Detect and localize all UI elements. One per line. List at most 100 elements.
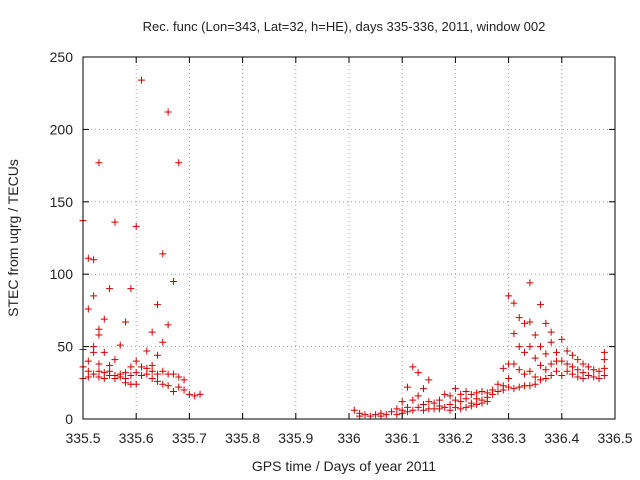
data-point (175, 383, 183, 391)
data-point (505, 292, 513, 300)
data-point (579, 360, 587, 368)
data-point (568, 351, 576, 359)
data-point (132, 380, 140, 388)
data-point (148, 374, 156, 382)
data-point (388, 408, 396, 416)
data-point (542, 319, 550, 327)
data-point (84, 357, 92, 365)
data-point (159, 367, 167, 375)
data-point (419, 385, 427, 393)
data-point (435, 405, 443, 413)
data-point (451, 396, 459, 404)
data-point (542, 350, 550, 358)
data-point (127, 372, 135, 380)
data-point (441, 390, 449, 398)
data-point (409, 396, 417, 404)
data-point (584, 363, 592, 371)
data-point (84, 305, 92, 313)
data-point (95, 373, 103, 381)
data-point (84, 254, 92, 262)
data-point (505, 383, 513, 391)
data-point (547, 372, 555, 380)
data-point (515, 383, 523, 391)
data-point (100, 374, 108, 382)
data-point (526, 279, 534, 287)
data-point (393, 405, 401, 413)
x-tick-labels: 335.5 335.6 335.7 335.8 335.9 336 336.1 336.2 33… (65, 430, 632, 446)
data-point (494, 380, 502, 388)
axis-ticks (82, 56, 616, 420)
data-point (90, 256, 98, 264)
data-point (419, 406, 427, 414)
data-point (111, 356, 119, 364)
data-point (196, 390, 204, 398)
data-point (563, 367, 571, 375)
y-tick-label: 250 (50, 49, 74, 65)
x-axis-label: GPS time / Days of year 2011 (252, 458, 436, 474)
data-point (153, 301, 161, 309)
data-point (356, 412, 364, 420)
data-point (164, 108, 172, 116)
data-point (558, 335, 566, 343)
data-point (111, 374, 119, 382)
data-point (489, 390, 497, 398)
x-tick-label: 335.8 (225, 430, 260, 446)
data-point (531, 373, 539, 381)
data-point (122, 318, 130, 326)
data-point (90, 370, 98, 378)
data-point (143, 370, 151, 378)
data-point (584, 372, 592, 380)
data-point (462, 387, 470, 395)
data-point (457, 390, 465, 398)
data-point (175, 159, 183, 167)
data-point (515, 343, 523, 351)
data-point (590, 373, 598, 381)
data-point (579, 374, 587, 382)
data-point (467, 402, 475, 410)
data-point (542, 374, 550, 382)
data-point (122, 379, 130, 387)
data-point (111, 218, 119, 226)
data-point (164, 321, 172, 329)
data-point (451, 385, 459, 393)
x-tick-label: 335.9 (278, 430, 313, 446)
data-point (568, 363, 576, 371)
x-tick-label: 336.5 (597, 430, 632, 446)
data-point (148, 328, 156, 336)
data-point (537, 376, 545, 384)
data-point (600, 348, 608, 356)
data-point (409, 406, 417, 414)
data-point (377, 409, 385, 417)
data-point (467, 390, 475, 398)
x-tick-label: 336.1 (385, 430, 420, 446)
data-point (568, 370, 576, 378)
data-point (558, 357, 566, 365)
data-point (590, 366, 598, 374)
data-point (116, 341, 124, 349)
data-point (366, 412, 374, 420)
data-point (526, 382, 534, 390)
data-point (515, 366, 523, 374)
data-point (547, 328, 555, 336)
data-point (600, 356, 608, 364)
data-point (132, 369, 140, 377)
x-tick-label: 336.3 (491, 430, 526, 446)
data-point (574, 356, 582, 364)
data-point (404, 408, 412, 416)
y-tick-label: 150 (50, 194, 74, 210)
data-point (600, 364, 608, 372)
chart-title: Rec. func (Lon=343, Lat=32, h=HE), days … (143, 19, 546, 34)
data-point (552, 348, 560, 356)
data-point (526, 343, 534, 351)
x-tick-label: 335.6 (119, 430, 154, 446)
data-point (185, 390, 193, 398)
x-tick-label: 336.4 (544, 430, 579, 446)
data-point (521, 370, 529, 378)
data-point (95, 360, 103, 368)
data-point (398, 398, 406, 406)
data-point (138, 372, 146, 380)
data-point (372, 411, 380, 419)
x-tick-label: 335.7 (172, 430, 207, 446)
x-tick-label: 335.5 (65, 430, 100, 446)
x-tick-label: 336.2 (438, 430, 473, 446)
